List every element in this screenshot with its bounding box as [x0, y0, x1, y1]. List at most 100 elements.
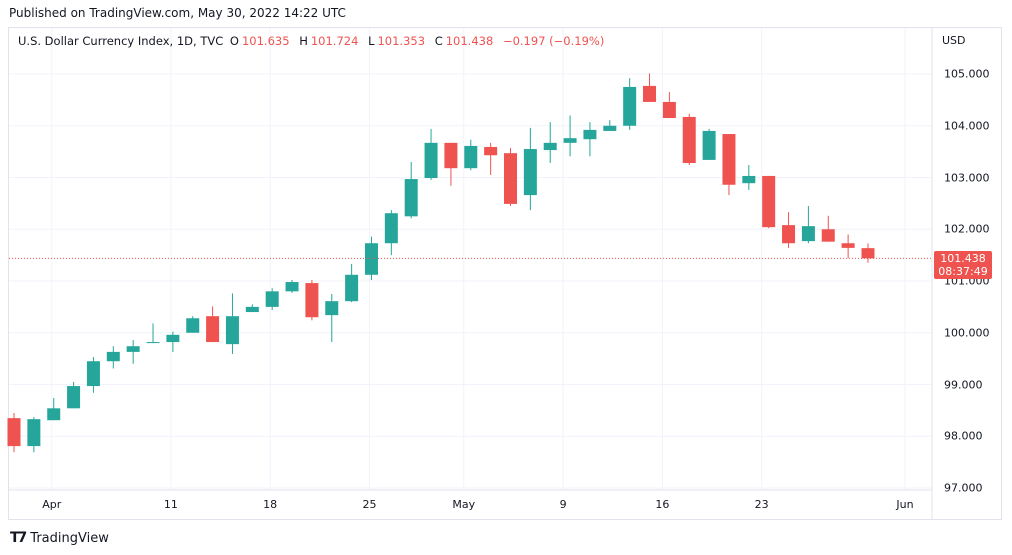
close-label: C — [434, 34, 443, 48]
candle-body — [662, 101, 676, 118]
candle-may-9[interactable] — [563, 115, 577, 157]
candle-body — [364, 243, 378, 275]
candle-body — [702, 130, 716, 160]
candle-may-23[interactable] — [762, 175, 776, 229]
y-tick-label: 98.000 — [944, 429, 983, 443]
candle-may-11[interactable] — [603, 120, 617, 131]
x-tick-label: 16 — [655, 498, 670, 511]
change-value: −0.197 (−0.19%) — [502, 34, 605, 48]
candle-apr-7[interactable] — [126, 339, 140, 364]
symbol-title: U.S. Dollar Currency Index, 1D, TVC — [18, 34, 224, 48]
candle-body — [742, 175, 756, 184]
candle-apr-21[interactable] — [325, 293, 339, 343]
candle-body — [126, 346, 140, 352]
candle-apr-29[interactable] — [444, 142, 458, 186]
candle-body — [245, 306, 259, 313]
candle-apr-15[interactable] — [245, 304, 259, 313]
candle-may-18[interactable] — [702, 128, 716, 160]
candle-body — [285, 282, 299, 292]
candle-apr-18[interactable] — [265, 288, 279, 310]
candle-may-6[interactable] — [543, 122, 557, 164]
x-tick-label: 9 — [559, 498, 567, 511]
candle-body — [623, 86, 637, 126]
y-tick-label: 99.000 — [944, 378, 983, 391]
candle-body — [464, 145, 478, 169]
candle-apr-20[interactable] — [305, 279, 319, 321]
candle-mar-30[interactable] — [7, 412, 21, 453]
candle-apr-25[interactable] — [364, 236, 378, 280]
candle-apr-13[interactable] — [206, 306, 220, 343]
tradingview-logo[interactable]: T7 TradingView — [10, 530, 109, 546]
candle-may-17[interactable] — [682, 113, 696, 166]
candle-may-30[interactable] — [861, 243, 875, 263]
candle-may-13[interactable] — [643, 73, 657, 102]
grid — [9, 28, 932, 490]
candle-body — [762, 175, 776, 228]
x-tick-label: 23 — [754, 498, 769, 511]
currency-label: USD — [942, 34, 966, 47]
candle-apr-28[interactable] — [424, 128, 438, 181]
candle-apr-12[interactable] — [186, 316, 200, 333]
legend: U.S. Dollar Currency Index, 1D, TVC O 101… — [18, 34, 607, 48]
candle-body — [166, 334, 180, 343]
last-price-value: 101.438 — [940, 252, 986, 265]
candle-apr-26[interactable] — [384, 210, 398, 256]
candle-body — [444, 142, 458, 169]
brand-name: TradingView — [30, 530, 109, 546]
candle-may-5[interactable] — [523, 127, 537, 211]
candle-body — [206, 316, 220, 343]
candle-body — [27, 419, 41, 447]
candle-body — [305, 283, 319, 318]
candle-may-10[interactable] — [583, 122, 597, 157]
candle-body — [543, 142, 557, 151]
candle-apr-14[interactable] — [225, 293, 239, 354]
candle-may-2[interactable] — [464, 139, 478, 171]
candle-apr-22[interactable] — [345, 263, 359, 303]
x-tick-label: 18 — [263, 498, 278, 511]
candle-body — [523, 149, 537, 196]
candle-apr-11[interactable] — [166, 331, 180, 352]
x-tick-label: 11 — [163, 498, 178, 511]
candle-apr-27[interactable] — [404, 161, 418, 219]
candle-may-12[interactable] — [623, 78, 637, 130]
candle-apr-19[interactable] — [285, 279, 299, 293]
candle-body — [563, 138, 577, 143]
candle-apr-6[interactable] — [106, 346, 120, 369]
tradingview-logo-icon: T7 — [10, 530, 27, 546]
candle-may-16[interactable] — [662, 92, 676, 118]
chart-frame — [8, 27, 1002, 520]
candle-apr-4[interactable] — [67, 381, 81, 409]
published-caption: Published on TradingView.com, May 30, 20… — [9, 6, 346, 20]
candle-body — [801, 226, 815, 242]
candle-body — [67, 386, 81, 409]
candle-body — [404, 179, 418, 217]
high-value: 101.724 — [310, 34, 359, 48]
candle-body — [643, 85, 657, 102]
candle-body — [146, 342, 160, 344]
candle-body — [722, 134, 736, 185]
candle-body — [504, 153, 517, 204]
candle-may-27[interactable] — [841, 234, 855, 259]
candle-apr-5[interactable] — [86, 357, 100, 393]
candle-may-24[interactable] — [782, 212, 796, 248]
candle-mar-31[interactable] — [27, 417, 41, 453]
bar-countdown: 08:37:49 — [938, 265, 988, 278]
candle-body — [603, 125, 617, 131]
x-tick-label: Jun — [896, 498, 914, 511]
candle-apr-8[interactable] — [146, 323, 160, 344]
candle-may-20[interactable] — [742, 165, 756, 190]
candle-may-19[interactable] — [722, 134, 736, 196]
candle-may-25[interactable] — [801, 205, 815, 244]
candle-body — [583, 129, 597, 140]
candle-body — [384, 213, 398, 244]
candle-body — [86, 361, 100, 387]
candles — [7, 73, 875, 453]
y-tick-label: 103.000 — [944, 171, 990, 184]
candle-may-4[interactable] — [504, 148, 517, 206]
y-tick-label: 102.000 — [944, 222, 990, 236]
candle-apr-1[interactable] — [47, 397, 61, 421]
candle-body — [484, 146, 498, 156]
candle-may-26[interactable] — [821, 215, 835, 242]
candle-may-3[interactable] — [484, 142, 498, 175]
